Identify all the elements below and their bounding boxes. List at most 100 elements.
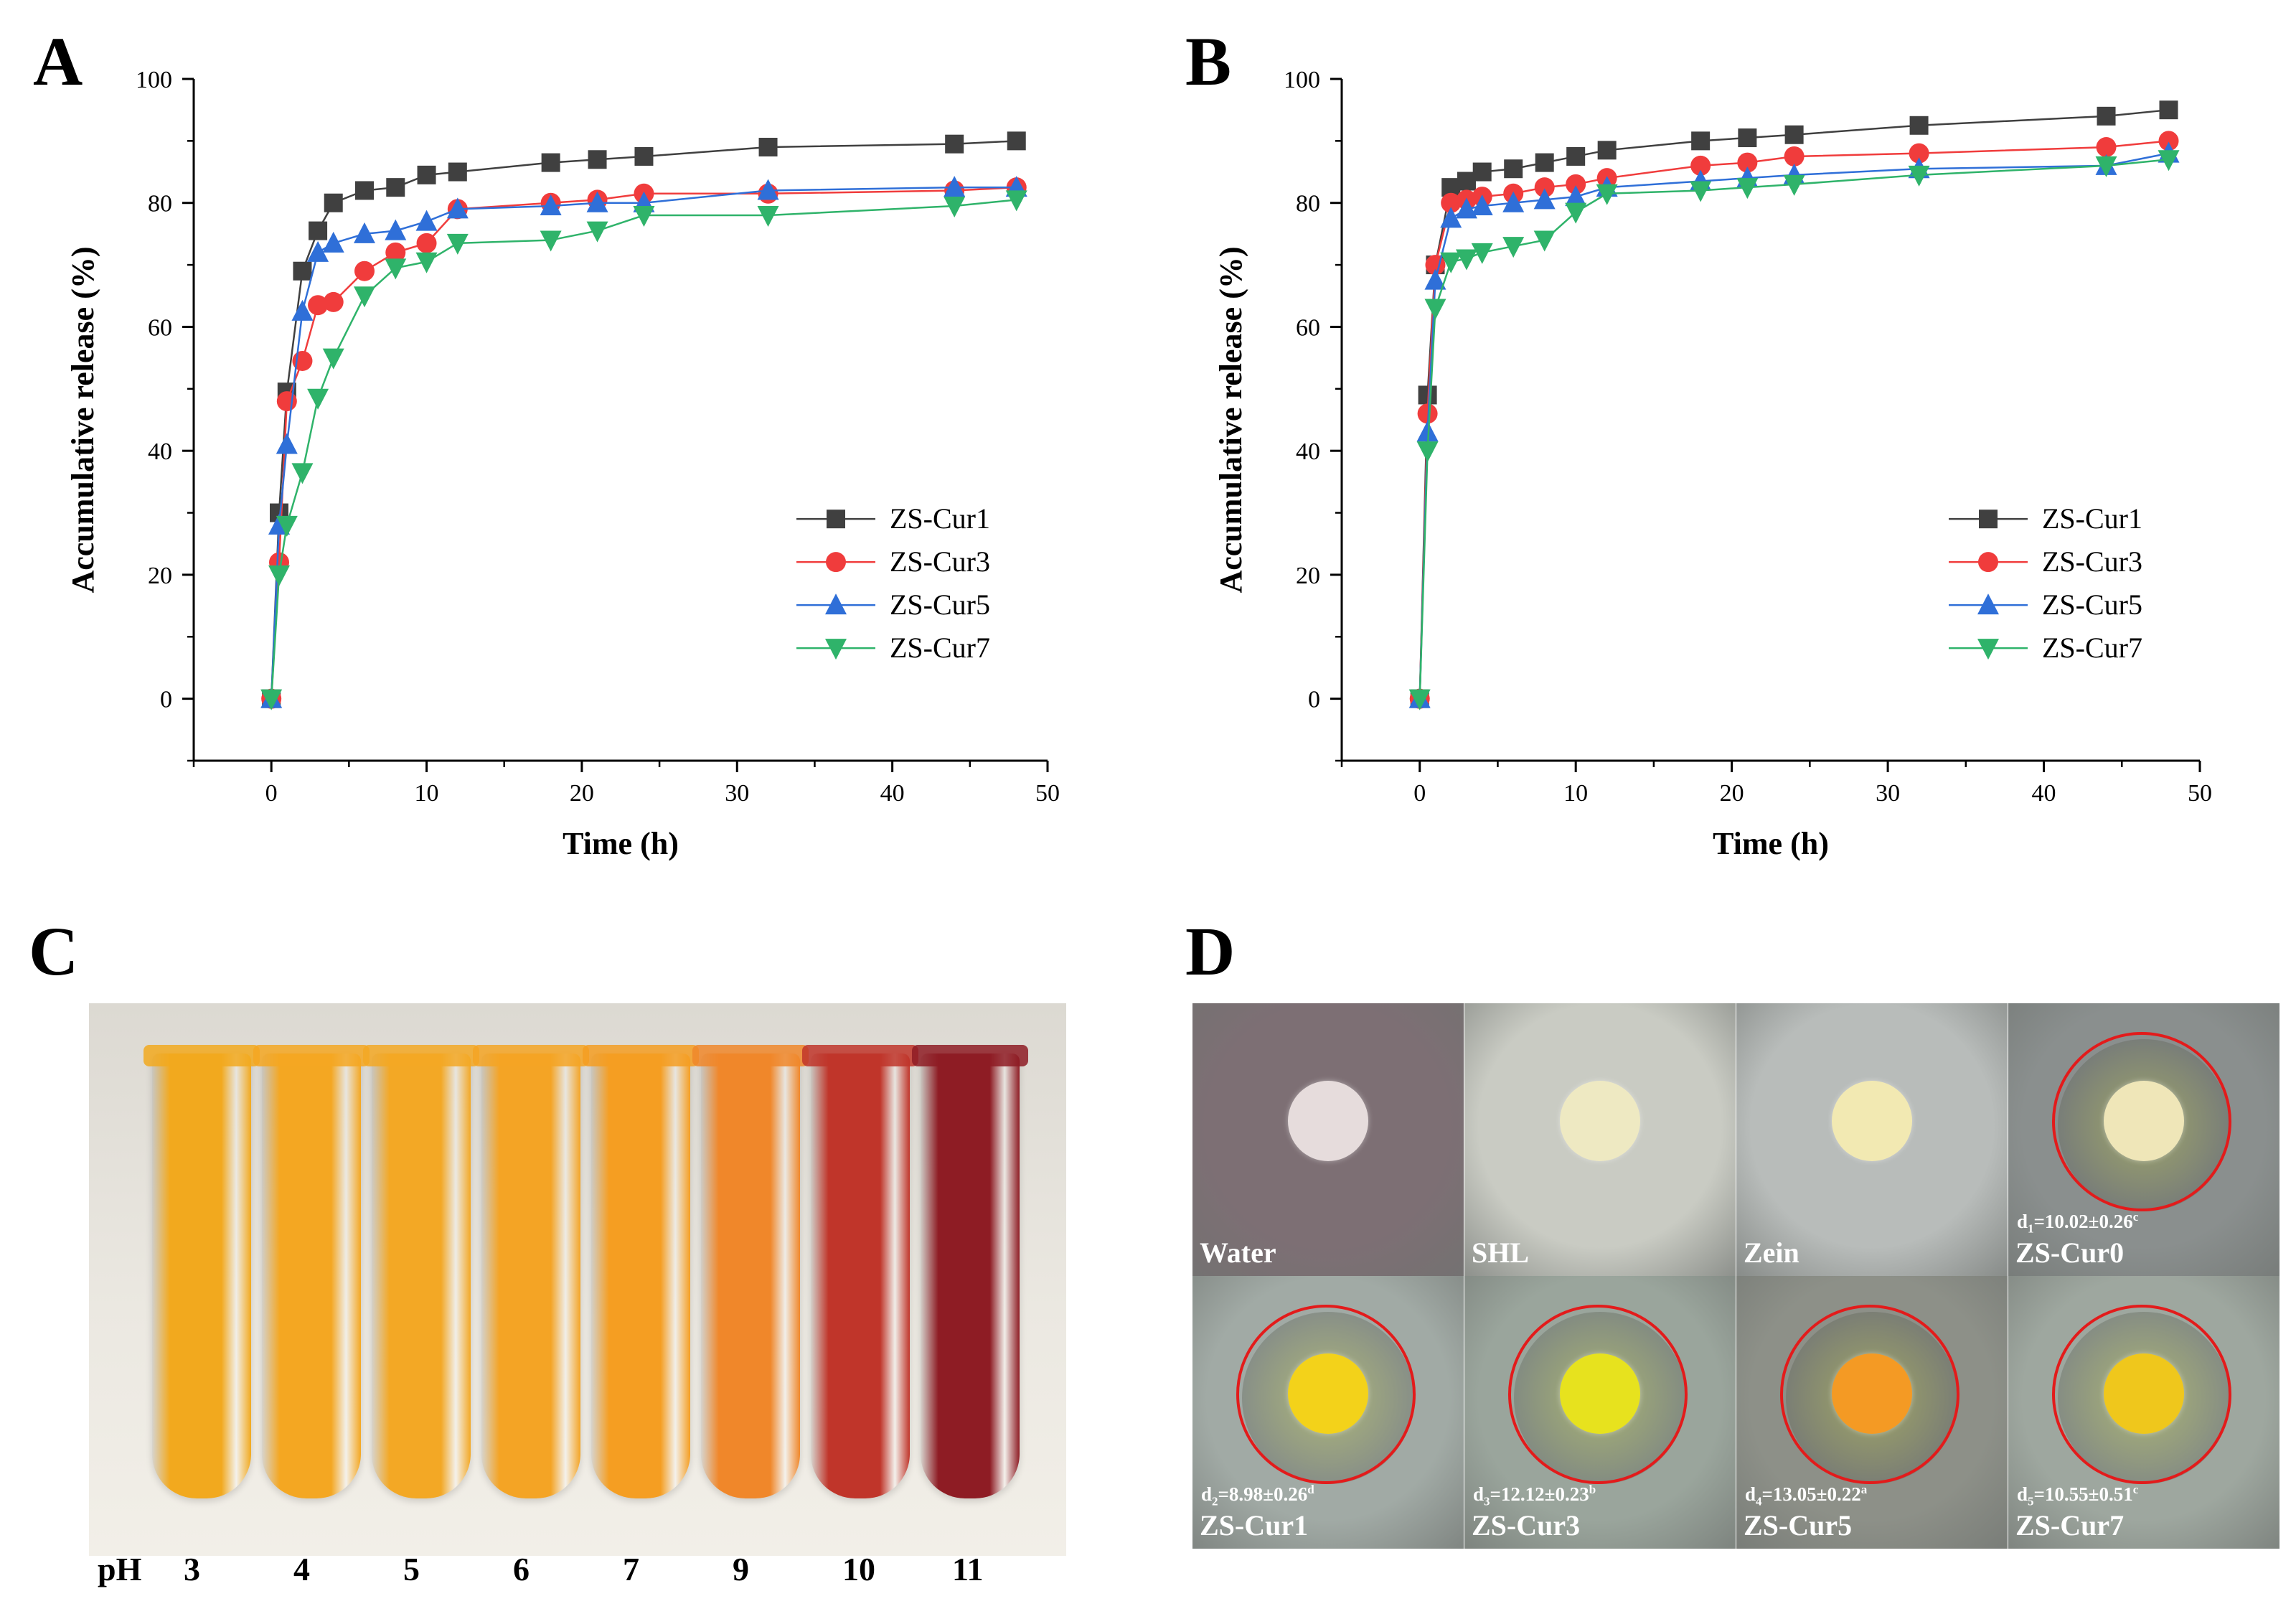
x-tick-label: 50: [2188, 780, 2212, 807]
y-axis-label: Accumulative release (%): [1213, 246, 1248, 593]
sample-tube: [811, 1053, 910, 1498]
tube-ph-label: 5: [403, 1551, 420, 1587]
zone-diameter-value: =13.05±0.22: [1761, 1483, 1861, 1505]
data-point-ZS-Cur7: [291, 463, 314, 484]
y-tick-label: 60: [1296, 314, 1320, 341]
legend-label: ZS-Cur7: [890, 632, 990, 664]
sample-disc: [1560, 1353, 1640, 1434]
x-tick-label: 30: [725, 780, 749, 807]
data-point-ZS-Cur5: [540, 194, 562, 216]
panel-letter-c: C: [29, 913, 79, 990]
data-point-ZS-Cur7: [268, 565, 290, 586]
data-point-ZS-Cur1: [309, 221, 328, 240]
inhibition-ring: [1508, 1305, 1688, 1484]
data-point-ZS-Cur1: [1784, 125, 1804, 144]
legend-marker: [1977, 639, 1999, 660]
series-line-ZS-Cur3: [1418, 140, 2169, 699]
data-point-ZS-Cur3: [1784, 146, 1805, 166]
series-line-ZS-Cur7: [1418, 159, 2169, 699]
tube-rim: [144, 1045, 260, 1066]
data-point-ZS-Cur7: [446, 233, 469, 255]
data-point-ZS-Cur7: [1533, 230, 1556, 252]
legend-label: ZS-Cur3: [2042, 545, 2142, 578]
y-axis-label: Accumulative release (%): [65, 246, 100, 593]
data-point-ZS-Cur3: [2158, 131, 2179, 151]
data-point-ZS-Cur5: [1455, 197, 1477, 219]
data-point-ZS-Cur5: [1502, 191, 1525, 212]
legend-marker: [1978, 552, 1998, 573]
data-point-ZS-Cur5: [415, 210, 438, 231]
data-point-ZS-Cur1: [1738, 128, 1757, 148]
data-point-ZS-Cur5: [354, 222, 375, 243]
tube-ph-label: 11: [952, 1551, 984, 1587]
zone-diameter: d4=13.05±0.22a: [1745, 1483, 1867, 1508]
data-point-ZS-Cur7: [1005, 190, 1027, 212]
data-point-ZS-Cur1: [588, 150, 607, 169]
y-tick-label: 40: [1296, 438, 1320, 465]
zone-significance-letter: b: [1589, 1483, 1596, 1496]
release-chart-b: 0 20 40 60 80 100 0 10 20 30 40 50 Time (h) Accumulat…: [1213, 67, 2212, 861]
data-point-ZS-Cur7: [1908, 165, 1930, 187]
data-point-ZS-Cur5: [586, 191, 608, 212]
data-point-ZS-Cur3: [323, 291, 344, 312]
tube-ph-label: 9: [733, 1551, 749, 1587]
sample-tube: [372, 1053, 471, 1498]
x-tick-label: 10: [415, 780, 439, 807]
data-point-ZS-Cur3: [1441, 192, 1462, 213]
zone-cell: d3=12.12±0.23b ZS-Cur3: [1464, 1276, 1736, 1549]
data-point-ZS-Cur7: [385, 258, 407, 280]
data-point-ZS-Cur5: [291, 299, 314, 321]
data-point-ZS-Cur5: [944, 176, 966, 197]
data-point-ZS-Cur3: [308, 295, 329, 316]
data-point-ZS-Cur7: [586, 221, 608, 243]
legend-marker: [827, 510, 845, 529]
data-point-ZS-Cur7: [260, 689, 283, 710]
tube-rim: [692, 1045, 809, 1066]
data-point-ZS-Cur3: [1909, 143, 1929, 164]
data-point-ZS-Cur1: [1007, 131, 1026, 151]
data-point-ZS-Cur7: [757, 206, 779, 227]
zone-diameter-symbol: d: [1745, 1483, 1756, 1505]
data-point-ZS-Cur7: [307, 388, 329, 410]
legend-label: ZS-Cur3: [890, 545, 990, 578]
data-point-ZS-Cur7: [354, 286, 375, 308]
legend-label: ZS-Cur1: [2042, 502, 2142, 535]
x-axis-label: Time (h): [563, 826, 679, 861]
data-point-ZS-Cur1: [1566, 146, 1586, 166]
y-tick-label: 0: [160, 687, 172, 713]
data-point-ZS-Cur7: [276, 515, 298, 537]
y-tick-label: 100: [136, 67, 172, 93]
data-point-ZS-Cur7: [1471, 243, 1493, 264]
data-point-ZS-Cur7: [944, 197, 966, 218]
legend-label: ZS-Cur5: [890, 588, 990, 621]
data-point-ZS-Cur1: [945, 134, 964, 154]
data-point-ZS-Cur1: [293, 261, 312, 281]
data-point-ZS-Cur3: [1534, 177, 1555, 198]
data-point-ZS-Cur1: [355, 181, 374, 200]
data-point-ZS-Cur7: [1736, 178, 1759, 200]
series-line-ZS-Cur7: [270, 199, 1017, 699]
data-point-ZS-Cur1: [1504, 159, 1523, 179]
zone-diameter-value: =12.12±0.23: [1490, 1483, 1589, 1505]
zone-cell: d4=13.05±0.22a ZS-Cur5: [1736, 1276, 2008, 1549]
zone-cell: Water: [1192, 1003, 1464, 1276]
data-point-ZS-Cur7: [1596, 184, 1618, 205]
zone-diameter-index: 5: [2028, 1494, 2034, 1508]
data-point-ZS-Cur5: [1424, 268, 1446, 290]
tube-rim: [253, 1045, 370, 1066]
sample-tube: [591, 1053, 690, 1498]
sample-disc: [1560, 1081, 1640, 1161]
zone-sample-label: ZS-Cur7: [2015, 1509, 2125, 1541]
legend-marker: [1977, 593, 1999, 615]
zone-diameter-index: 3: [1484, 1494, 1490, 1508]
legend-label: ZS-Cur7: [2042, 632, 2142, 664]
zone-cell: SHL: [1464, 1003, 1736, 1276]
data-point-ZS-Cur3: [276, 391, 297, 412]
data-point-ZS-Cur7: [322, 348, 344, 370]
zone-sample-label: ZS-Cur5: [1744, 1509, 1853, 1541]
tube-ph-label: 7: [623, 1551, 639, 1587]
legend-marker: [826, 552, 846, 573]
x-tick-label: 40: [880, 780, 905, 807]
sample-tube: [921, 1053, 1020, 1498]
data-point-ZS-Cur1: [541, 153, 560, 172]
